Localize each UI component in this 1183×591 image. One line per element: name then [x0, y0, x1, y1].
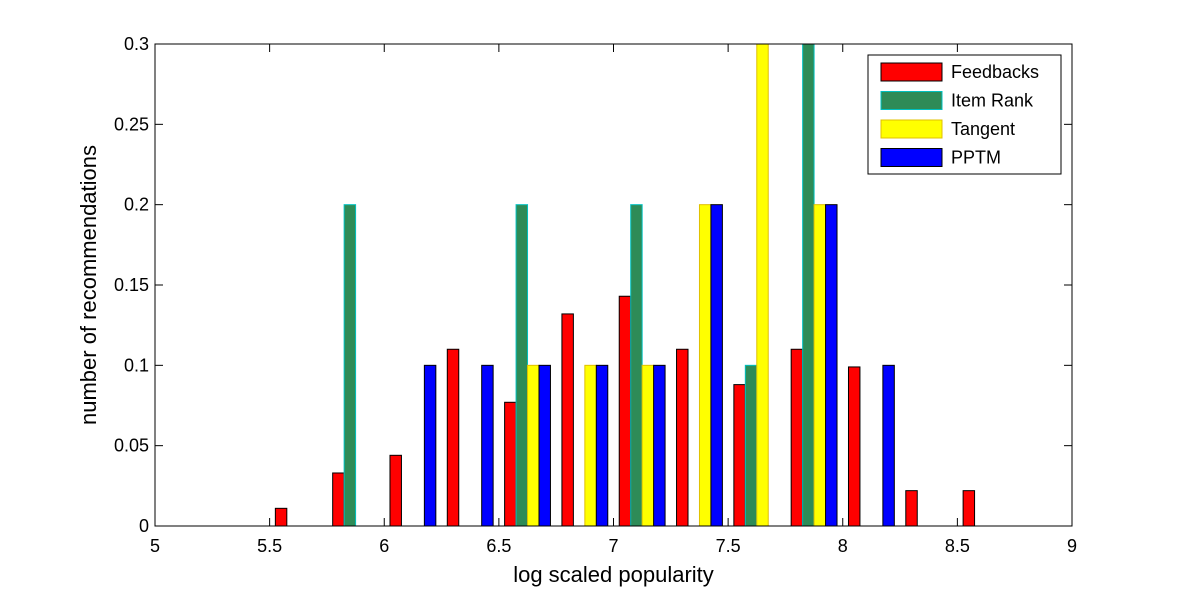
legend-label-pptm: PPTM [951, 148, 1001, 168]
bar-item-rank-8 [630, 204, 643, 527]
bar-feedbacks-2 [274, 507, 288, 527]
bar-pptm-4 [423, 364, 437, 527]
bar-tangent-9 [698, 204, 712, 527]
bar-feedbacks-11 [790, 348, 804, 527]
x-tick-label: 8.5 [945, 536, 970, 556]
bar-feedbacks-5 [446, 348, 460, 527]
legend-swatch-feedbacks [880, 62, 943, 82]
legend-swatch-item-rank [880, 91, 943, 110]
bar-pptm-7 [595, 364, 609, 527]
bar-item-rank-3 [343, 204, 357, 527]
y-tick-label: 0.05 [114, 436, 149, 456]
bar-pptm-11 [825, 204, 838, 527]
legend: Feedbacks Item Rank Tangent PPTM [867, 54, 1062, 175]
bar-feedbacks-10 [733, 384, 746, 527]
y-tick-label: 0.15 [114, 275, 149, 295]
x-tick-label: 7.5 [716, 536, 741, 556]
bar-feedbacks-9 [676, 348, 689, 527]
legend-label-item-rank: Item Rank [951, 91, 1034, 111]
bar-pptm-12 [882, 364, 895, 527]
bar-feedbacks-3 [332, 472, 345, 527]
bar-feedbacks-14 [962, 490, 976, 527]
x-tick-label: 9 [1067, 536, 1077, 556]
bar-pptm-6 [538, 364, 551, 527]
ticks-group: 5 5.5 6 6.5 7 7.5 8 8.5 9 0 0.05 0.1 0.15 0.2 0.25 0.3 [114, 34, 1077, 556]
bar-tangent-10 [756, 43, 769, 527]
x-tick-label: 5.5 [257, 536, 282, 556]
x-tick-label: 5 [150, 536, 160, 556]
bar-item-rank-11 [802, 43, 815, 527]
bars-group [274, 43, 976, 527]
bar-item-rank-10 [744, 364, 758, 527]
bar-tangent-8 [641, 364, 655, 527]
x-tick-label: 7 [608, 536, 618, 556]
bar-pptm-9 [710, 204, 723, 527]
y-tick-label: 0 [139, 516, 149, 536]
bar-pptm-8 [653, 364, 666, 527]
y-tick-label: 0.1 [124, 355, 149, 375]
x-axis-label: log scaled popularity [513, 562, 714, 587]
x-tick-label: 6.5 [486, 536, 511, 556]
bar-feedbacks-13 [905, 490, 918, 527]
bar-feedbacks-4 [389, 454, 402, 527]
x-tick-label: 6 [379, 536, 389, 556]
legend-swatch-tangent [880, 119, 943, 139]
bar-tangent-6 [527, 364, 540, 527]
bar-tangent-11 [813, 204, 827, 527]
bar-pptm-5 [481, 364, 494, 527]
legend-label-feedbacks: Feedbacks [951, 62, 1039, 82]
bar-feedbacks-7 [561, 313, 574, 527]
y-tick-label: 0.3 [124, 34, 149, 54]
x-tick-label: 8 [838, 536, 848, 556]
bar-tangent-7 [584, 364, 597, 527]
legend-label-tangent: Tangent [951, 119, 1015, 139]
legend-swatch-pptm [880, 148, 943, 167]
y-axis-label: number of recommendations [76, 145, 101, 425]
bar-feedbacks-8 [618, 295, 632, 527]
bar-feedbacks-12 [847, 366, 861, 527]
y-tick-label: 0.25 [114, 114, 149, 134]
bar-item-rank-6 [515, 204, 529, 527]
bar-feedbacks-6 [504, 401, 517, 527]
y-tick-label: 0.2 [124, 195, 149, 215]
